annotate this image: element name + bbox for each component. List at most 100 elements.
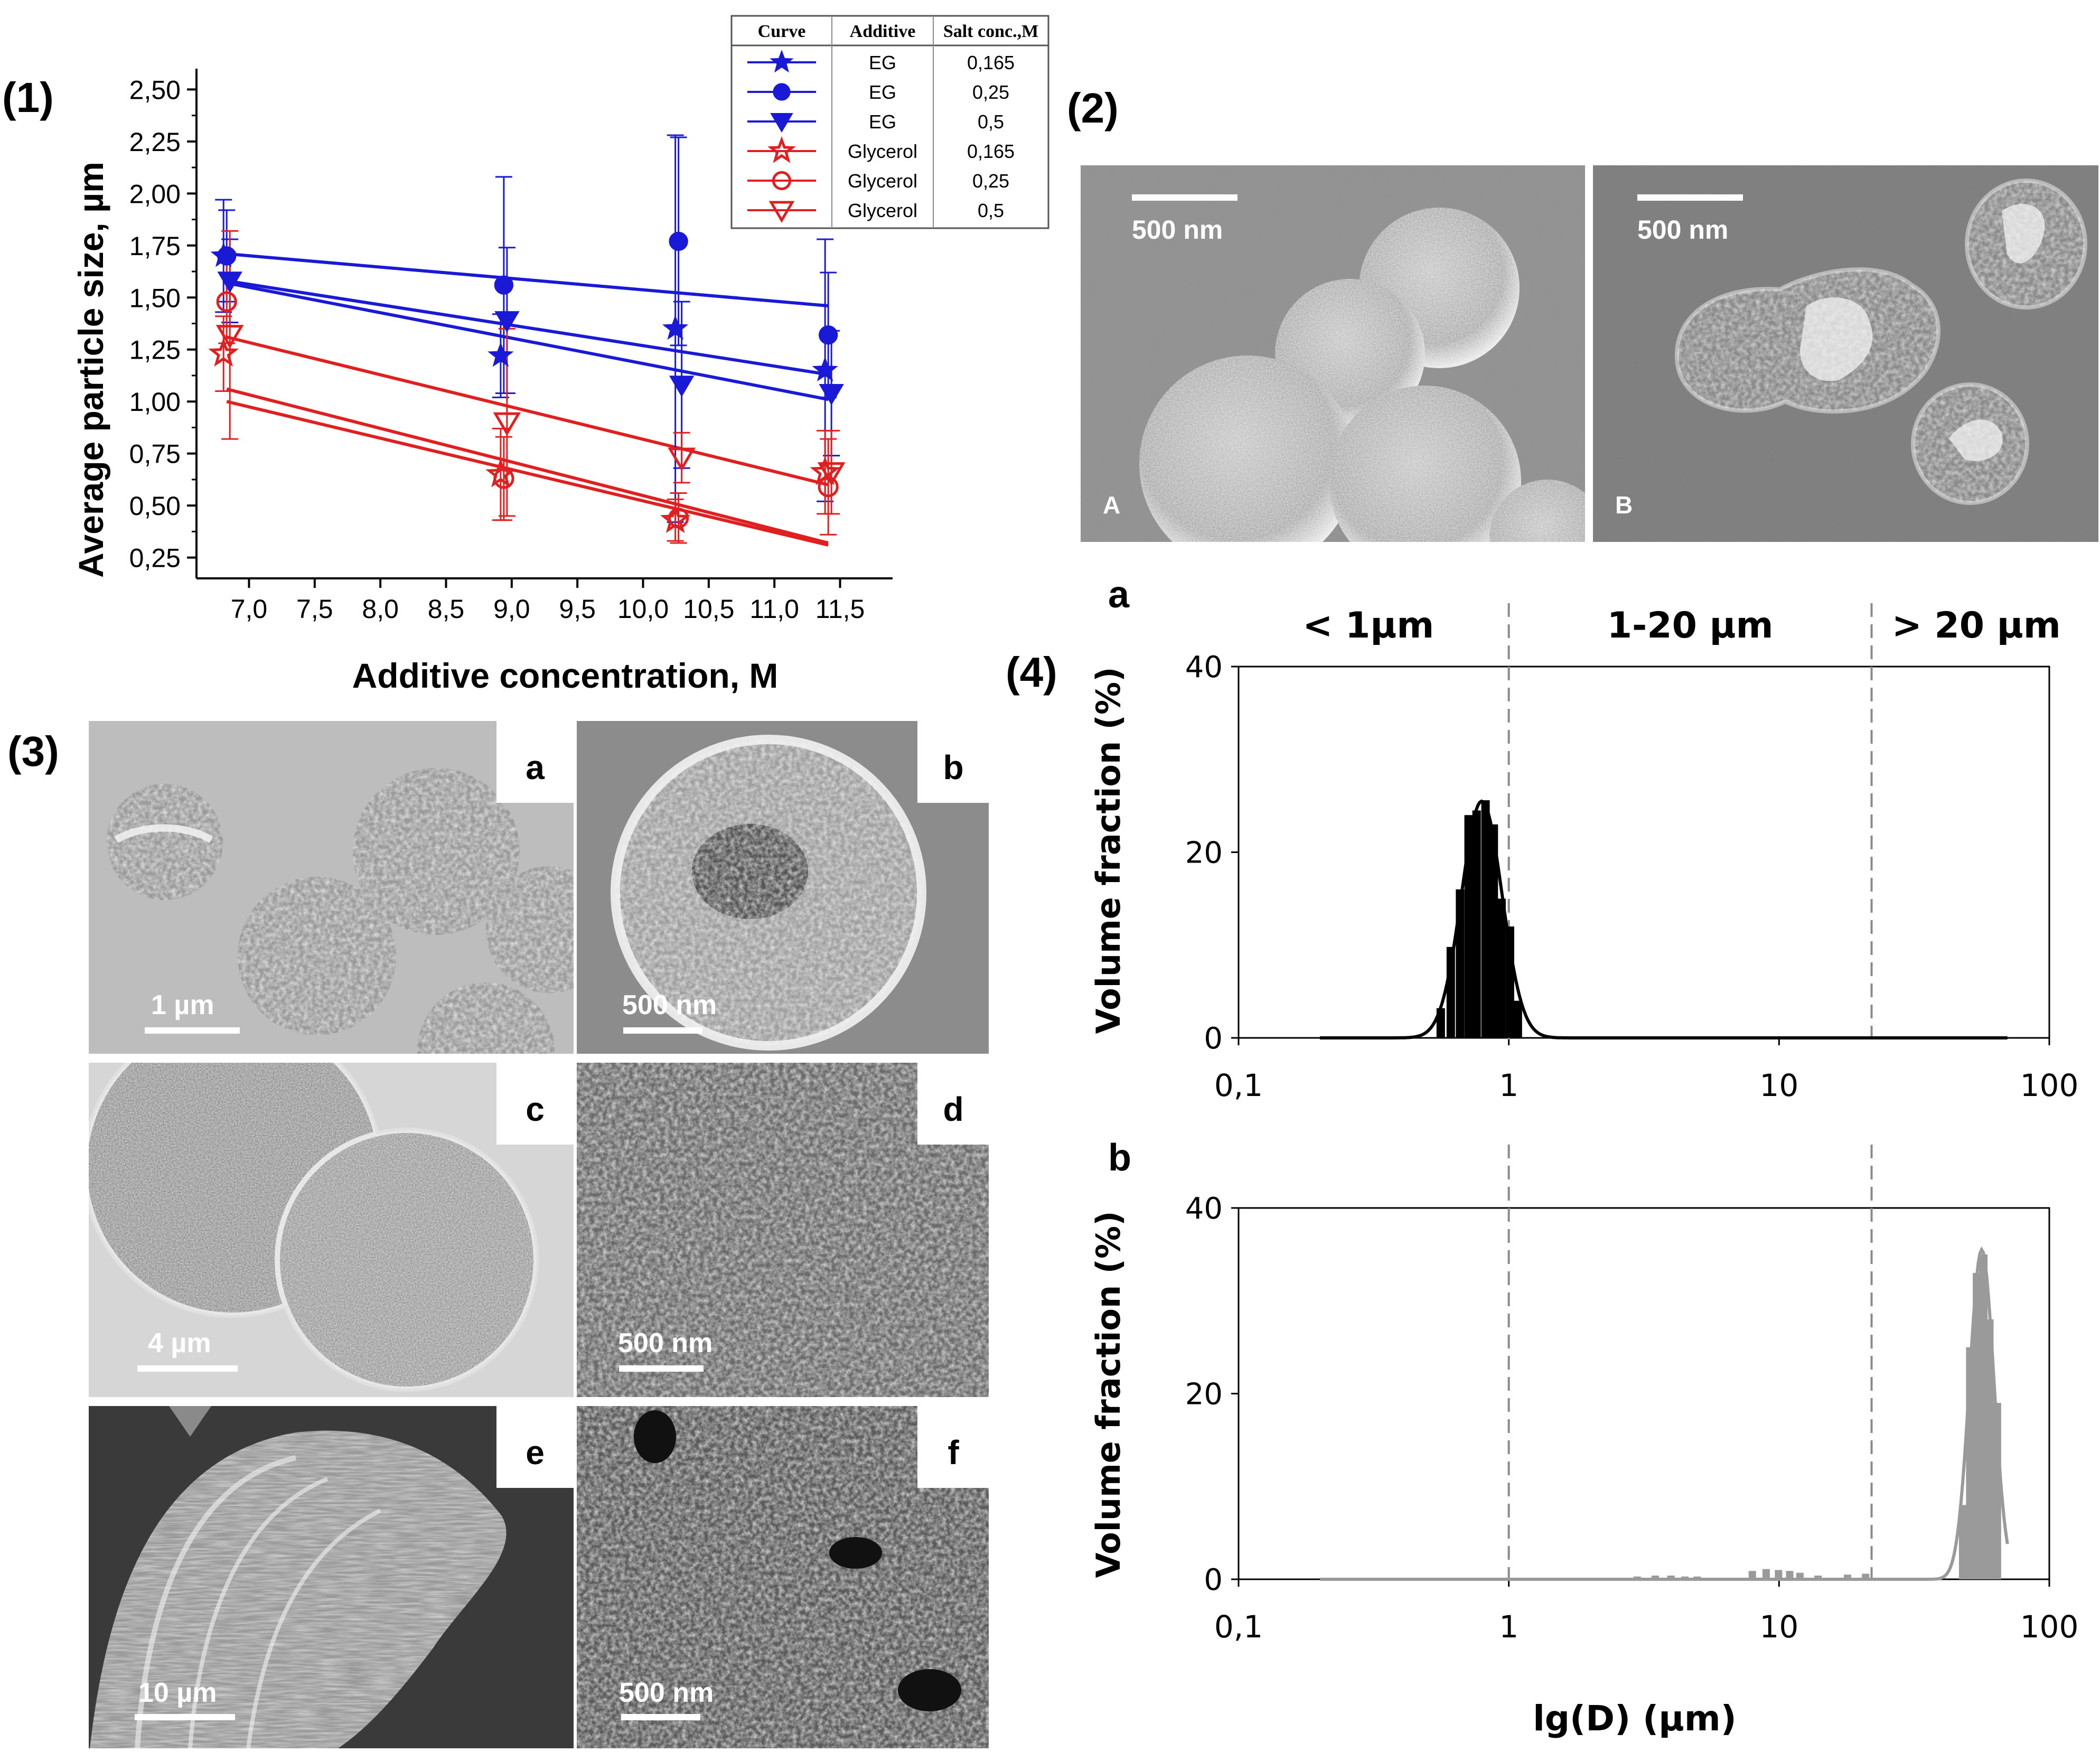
chart1-x-tick-label: 8,0	[362, 594, 399, 624]
legend-additive: Glycerol	[848, 200, 917, 221]
legend-marker	[770, 50, 794, 73]
chart1-data-point	[817, 462, 846, 486]
c4b-y-tick-label: 0	[1204, 1563, 1223, 1597]
chart1-fit-line	[226, 281, 829, 401]
chart4b-axes: 0 20 40 0,1 1 10 100	[1185, 1145, 2079, 1645]
chart1-data-point	[668, 508, 689, 529]
chart1-x-tick-label: 9,5	[559, 594, 596, 624]
chart1-y-tick-label: 0,25	[129, 544, 181, 573]
sem-image-2B: 500 nm B	[1593, 165, 2098, 542]
chart4b-y-axis-label: Volume fraction (%)	[1089, 1211, 1128, 1578]
sem3e-scale-label: 10 µm	[138, 1678, 217, 1708]
chart1-x-tick-label: 10,5	[683, 594, 734, 624]
legend-marker	[768, 201, 795, 223]
particle-size-chart: 0,25 0,50 0,75 1,00 1,25 1,50 1,75 2,00 2,25 2,50…	[71, 15, 1049, 695]
c4a-region-label: < 1µm	[1302, 605, 1434, 647]
legend-salt: 0,5	[978, 200, 1004, 221]
chart1-x-tick-label: 11,0	[749, 594, 799, 624]
c4b-plot-box	[1238, 1207, 2050, 1580]
chart1-fit-line	[226, 387, 829, 545]
c4b-bar	[1958, 1505, 1967, 1579]
c4a-x-tick-label: 1	[1499, 1067, 1518, 1103]
chart1-ticks: 0,25 0,50 0,75 1,00 1,25 1,50 1,75 2,00 2,25 2,50…	[129, 75, 865, 624]
sem-image-2A: 500 nm A	[1081, 165, 1585, 542]
chart1-y-tick-label: 2,25	[129, 127, 181, 157]
sem3b-scale-label: 500 nm	[622, 990, 717, 1020]
sem-image-3d: d 500 nm	[577, 1063, 989, 1397]
c4a-y-tick-label: 0	[1204, 1022, 1223, 1056]
chart1-fit-line	[226, 400, 829, 547]
sem3d-letter: d	[943, 1090, 963, 1128]
chart1-x-tick-label: 11,5	[815, 594, 865, 624]
sem2B-scale-label: 500 nm	[1637, 215, 1728, 245]
sem-image-3c: c 4 µm	[89, 1063, 574, 1397]
chart1-markers	[208, 231, 846, 533]
chart1-data-point	[208, 338, 239, 367]
chart1-data-point	[662, 315, 689, 340]
chart1-y-tick-label: 1,50	[129, 283, 181, 313]
sem-image-3a: a 1 µm	[89, 721, 574, 1054]
c4b-small-bar	[1843, 1575, 1851, 1579]
c4b-y-tick-label: 40	[1185, 1192, 1223, 1226]
c4b-small-bar	[1786, 1571, 1794, 1579]
c4a-y-tick-label: 20	[1185, 836, 1223, 870]
sem3e-letter: e	[526, 1434, 545, 1472]
sem-image-3e: e 10 µm	[89, 1406, 574, 1748]
legend-additive: EG	[869, 81, 896, 103]
c4a-region-label: > 20 µm	[1892, 605, 2061, 647]
chart4a-fit-curve	[1320, 799, 2008, 1039]
sem2A-label: A	[1103, 491, 1120, 519]
c4b-x-tick-label: 100	[2020, 1609, 2079, 1645]
chart1-x-tick-label: 8,5	[428, 594, 465, 624]
sem2B-label: B	[1615, 491, 1633, 519]
chart1-y-tick-label: 0,50	[129, 491, 181, 521]
c4b-small-bar	[1667, 1575, 1675, 1579]
sem-image-3b: b 500 nm	[577, 721, 989, 1054]
chart1-x-tick-label: 7,5	[296, 594, 333, 624]
c4b-small-bar	[1796, 1572, 1804, 1579]
chart1-data-point	[217, 246, 237, 266]
c4a-x-tick-label: 100	[2020, 1067, 2079, 1103]
chart1-data-point	[669, 376, 695, 397]
chart1-data-point	[818, 325, 838, 345]
sem3d-scale-label: 500 nm	[618, 1328, 712, 1358]
panel-label-1: (1)	[2, 74, 54, 121]
chart1-y-tick-label: 1,75	[129, 231, 181, 261]
legend-salt: 0,165	[967, 52, 1015, 73]
c4a-bar	[1497, 898, 1506, 1038]
sem3f-scale-label: 500 nm	[619, 1678, 714, 1708]
sem3a-scale-label: 1 µm	[151, 990, 214, 1020]
chart1-x-tick-label: 10,0	[617, 594, 669, 624]
chart1-y-tick-label: 0,75	[129, 439, 181, 469]
c4b-curve-path	[1320, 1246, 2009, 1581]
sem2A-scale-label: 500 nm	[1132, 215, 1223, 245]
chart1-data-point	[494, 275, 514, 295]
chart1-data-point	[819, 383, 844, 406]
chart1-data-point	[493, 412, 521, 436]
legend-additive: EG	[869, 52, 896, 73]
chart4b-fit-curve	[1320, 1246, 2009, 1581]
chart1-data-point	[217, 271, 242, 293]
chart1-fit-line	[226, 279, 829, 376]
c4a-bar	[1481, 800, 1490, 1038]
chart1-data-point	[669, 231, 688, 251]
c4b-small-bar	[1748, 1571, 1756, 1579]
c4b-x-tick-label: 1	[1499, 1609, 1518, 1645]
volume-fraction-chart-a: a < 1µm 1-20 µm > 20 µm 0 20 40 0,1 1 10 100 Vol…	[1089, 574, 2078, 1103]
chart1-data-point	[215, 325, 244, 349]
c4a-bar	[1472, 810, 1481, 1038]
chart4b-bars	[1633, 1254, 2001, 1579]
chart1-data-point	[487, 342, 514, 367]
legend-header: Additive	[850, 22, 916, 41]
panel-label-3: (3)	[7, 728, 59, 775]
chart4a-region-labels: < 1µm 1-20 µm > 20 µm	[1302, 605, 2060, 647]
sem3c-scale-label: 4 µm	[148, 1328, 211, 1358]
c4a-x-tick-label: 0,1	[1214, 1067, 1263, 1103]
chart1-data-point	[668, 447, 696, 472]
chart4a-y-axis-label: Volume fraction (%)	[1089, 667, 1128, 1034]
legend-salt: 0,165	[967, 140, 1015, 162]
c4a-y-tick-label: 40	[1185, 650, 1223, 685]
c4b-x-tick-label: 10	[1759, 1609, 1798, 1645]
chart1-fit-line	[226, 335, 829, 486]
chart1-y-tick-label: 2,50	[129, 75, 181, 105]
